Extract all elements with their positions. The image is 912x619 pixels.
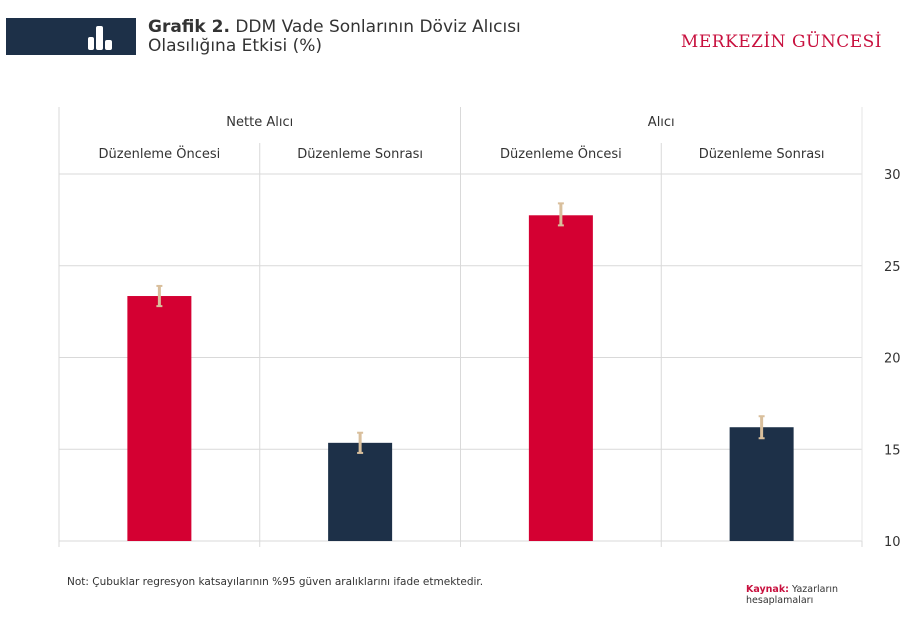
y-tick-label: 10 <box>884 535 901 550</box>
y-tick-label: 25 <box>884 260 901 275</box>
brand-logo: MERKEZİN GÜNCESİ <box>680 32 882 52</box>
category-label: Düzenleme Öncesi <box>500 145 622 162</box>
category-label: Düzenleme Sonrası <box>699 147 825 162</box>
chart-note: Not: Çubuklar regresyon katsayılarının %… <box>67 576 484 588</box>
group-label: Nette Alıcı <box>226 115 293 130</box>
title-line2: Olasılığına Etkisi (%) <box>148 36 323 56</box>
y-tick-label: 30 <box>884 168 901 183</box>
y-tick-label: 20 <box>884 352 901 367</box>
bar <box>729 427 794 541</box>
source-line1: Yazarların <box>788 584 839 595</box>
source-label: Kaynak: <box>746 584 789 595</box>
chart-title: Grafik 2. DDM Vade Sonlarının Döviz Alıc… <box>148 18 521 56</box>
category-label: Düzenleme Öncesi <box>99 145 221 162</box>
bar-chart-icon <box>88 26 112 50</box>
title-bold: Grafik 2. <box>148 17 230 37</box>
source-line2: hesaplamaları <box>746 595 814 606</box>
bar <box>328 442 393 541</box>
bar <box>528 215 593 541</box>
title-line1: DDM Vade Sonlarının Döviz Alıcısı <box>229 17 521 37</box>
bar <box>127 296 192 541</box>
header-block <box>6 18 136 55</box>
source-text: Kaynak: Yazarların hesaplamaları <box>746 584 838 606</box>
y-tick-label: 15 <box>884 443 901 458</box>
group-label: Alıcı <box>648 115 675 130</box>
category-label: Düzenleme Sonrası <box>297 147 423 162</box>
